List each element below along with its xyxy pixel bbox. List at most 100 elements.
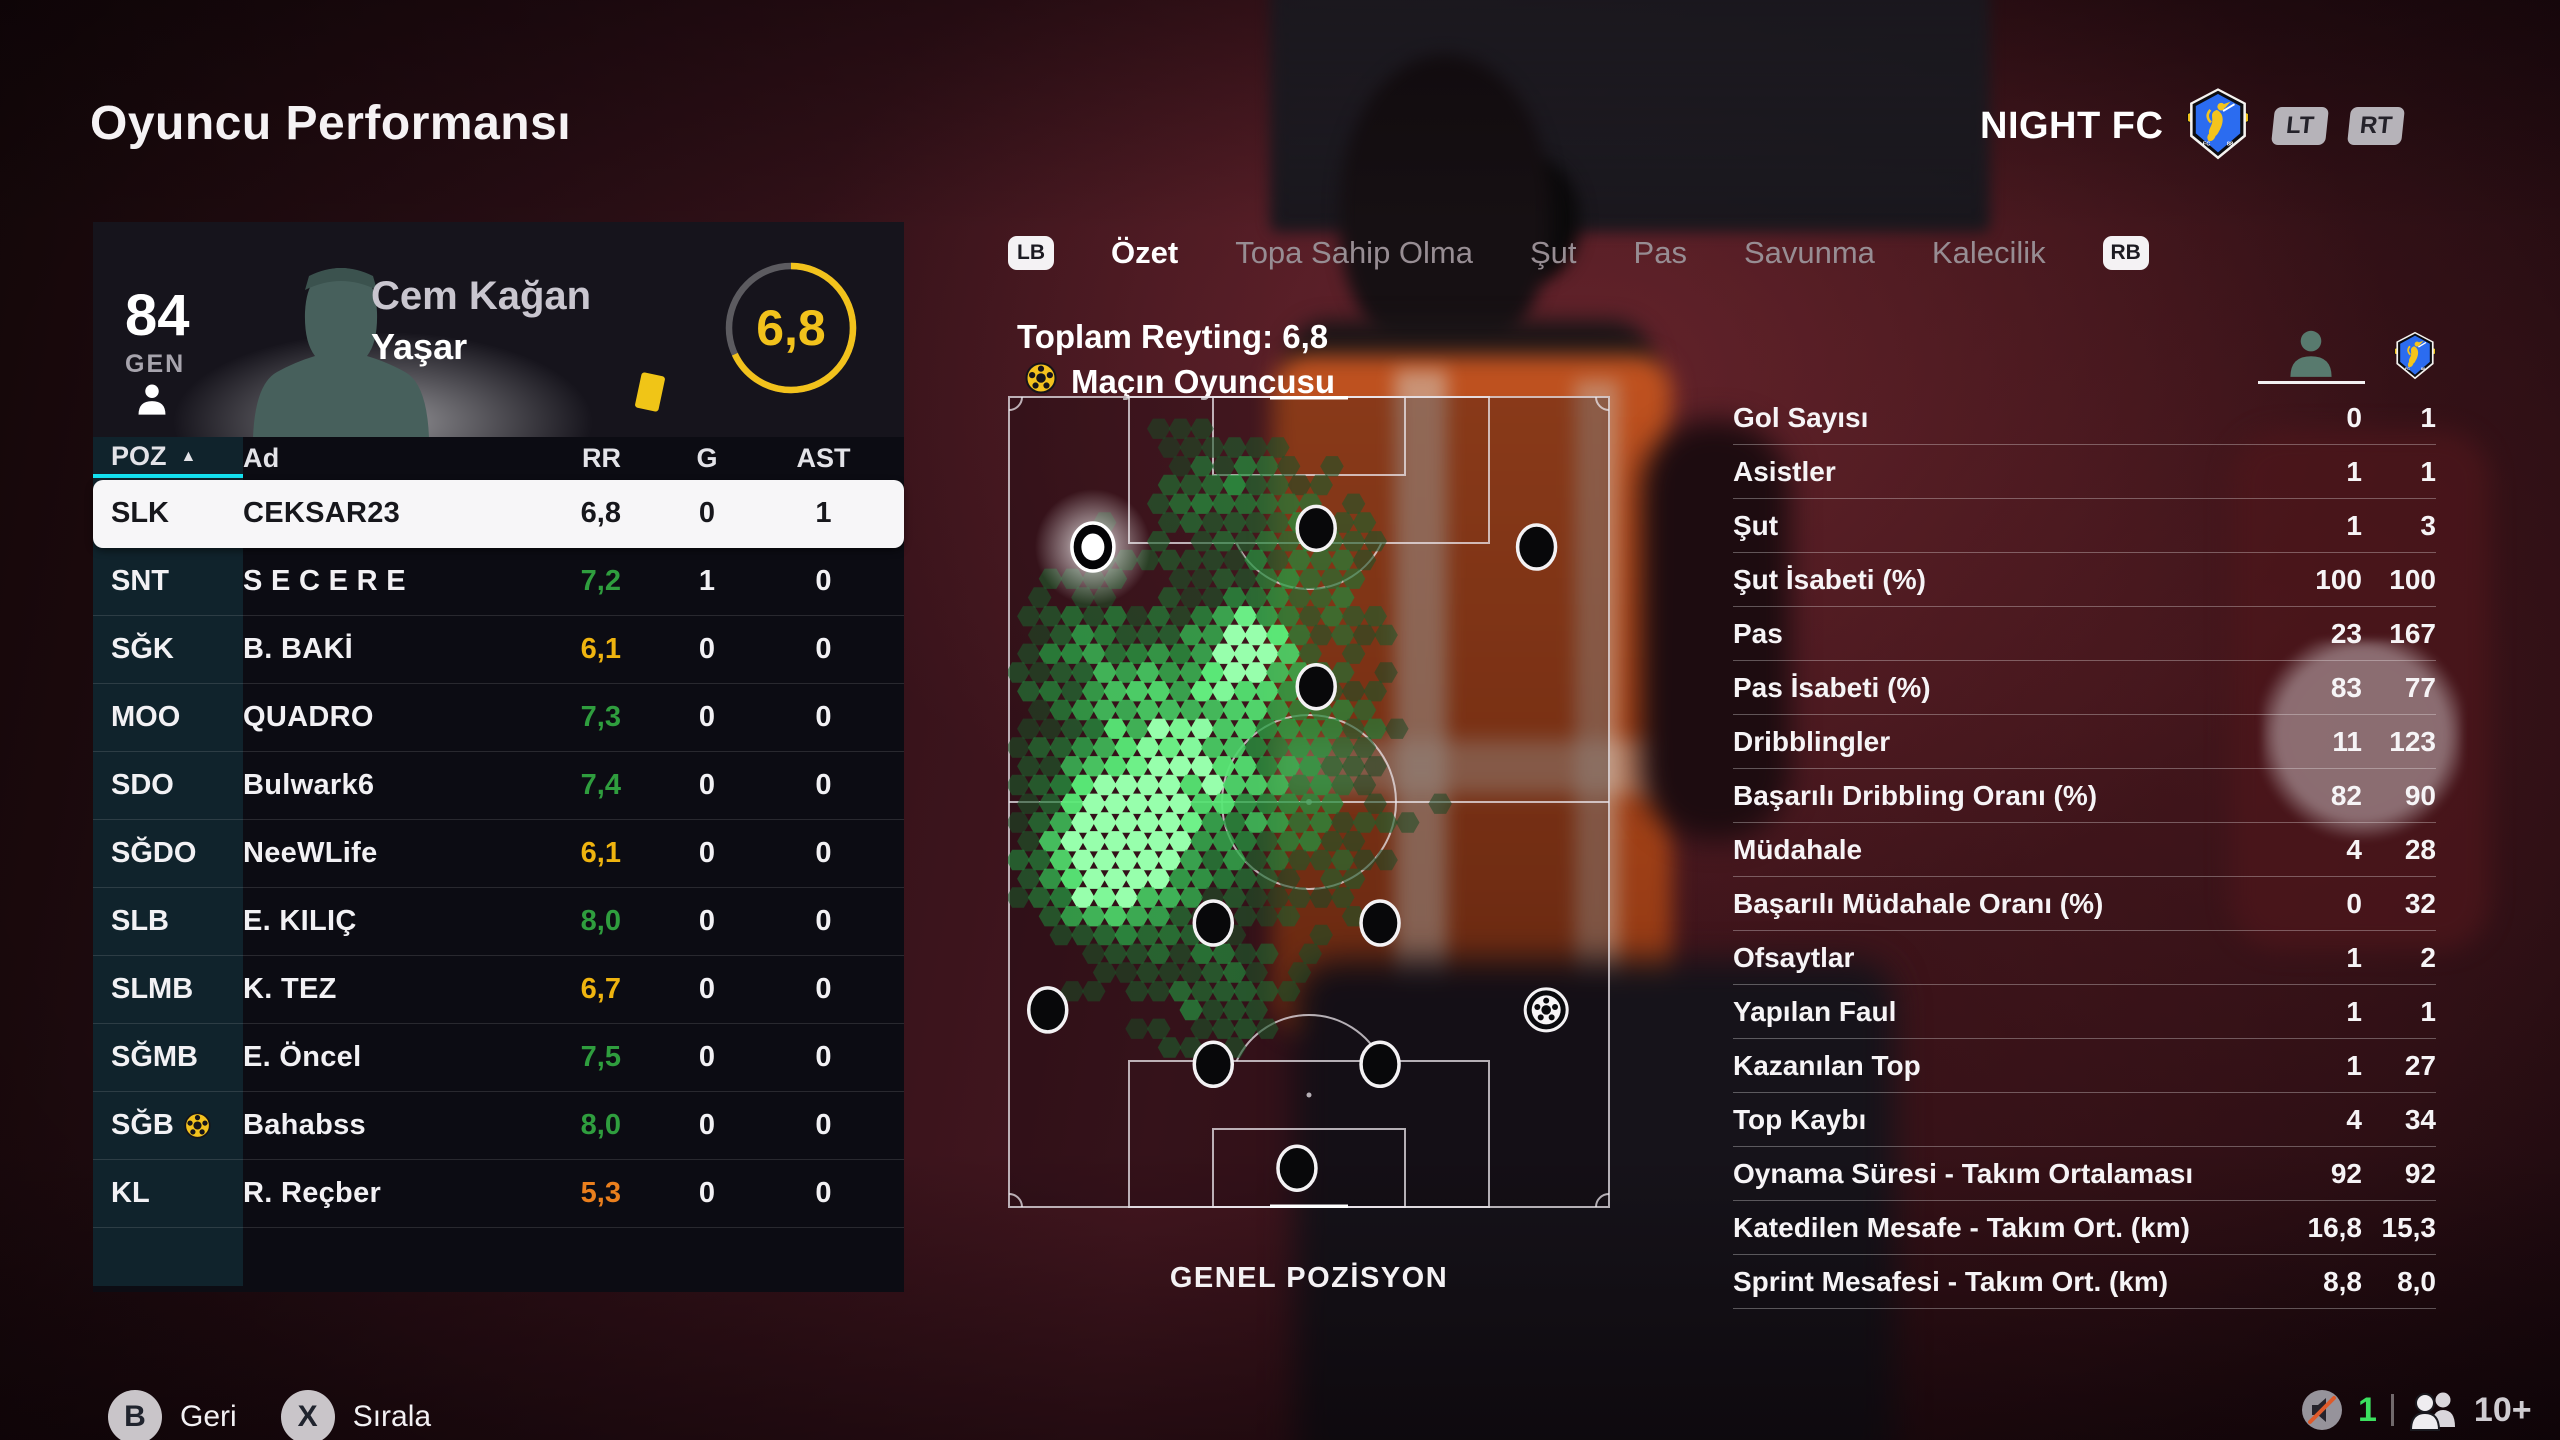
roster-row-SĞB[interactable]: SĞB Bahabss 8,0 0 0 — [93, 1092, 904, 1160]
row-position: SLMB — [111, 973, 194, 1005]
stat-team-value: 28 — [2404, 833, 2436, 865]
row-player-name: B. BAKİ — [243, 633, 354, 665]
stat-label: Pas — [1733, 617, 1783, 649]
stat-team-value: 8,0 — [2397, 1265, 2436, 1297]
tab-topa-sahip-olma[interactable]: Topa Sahip Olma — [1235, 235, 1473, 270]
row-position: MOO — [111, 701, 181, 733]
roster-row-SĞMB[interactable]: SĞMB E. Öncel 7,5 0 0 — [93, 1024, 904, 1092]
roster-row-SLK[interactable]: SLK CEKSAR23 6,8 0 1 — [93, 480, 904, 548]
player-dot — [1295, 504, 1337, 553]
roster-header-name[interactable]: Ad — [243, 443, 280, 473]
stat-player-value: 83 — [2330, 671, 2362, 703]
roster-header-pos[interactable]: POZ ▲ — [93, 439, 243, 478]
total-rating-label: Toplam Reyting: 6,8 — [1017, 318, 1329, 355]
rt-button-icon[interactable]: RT — [2347, 107, 2406, 145]
roster-header[interactable]: POZ ▲ Ad RR G AST — [93, 437, 904, 480]
row-player-name: NeeWLife — [243, 837, 378, 869]
svg-text:88: 88 — [2421, 367, 2425, 371]
tab-savunma[interactable]: Savunma — [1743, 235, 1875, 270]
sort-control[interactable]: X Sırala — [280, 1390, 431, 1440]
row-goals: 0 — [698, 1177, 716, 1209]
row-match-rating: 7,4 — [580, 769, 621, 801]
stat-player-value: 100 — [2315, 563, 2362, 595]
tab-şut[interactable]: Şut — [1530, 235, 1577, 270]
row-assists: 1 — [815, 497, 832, 529]
tab-pas[interactable]: Pas — [1633, 235, 1687, 270]
row-assists: 0 — [815, 701, 832, 733]
back-label: Geri — [180, 1400, 237, 1433]
row-player-name: E. KILIÇ — [243, 905, 357, 937]
row-goals: 0 — [698, 973, 716, 1005]
tab-kalecilik[interactable]: Kalecilik — [1931, 235, 2046, 270]
roster-header-goals[interactable]: G — [696, 443, 718, 473]
row-player-name: E. Öncel — [243, 1041, 362, 1073]
stat-team-value: 1 — [2420, 401, 2436, 433]
b-button-icon[interactable]: B — [108, 1390, 162, 1440]
player-dot — [1192, 899, 1235, 947]
stat-label: Gol Sayısı — [1733, 401, 1869, 433]
stat-row: Top Kaybı 4 34 — [1733, 1093, 2436, 1147]
yellow-card-icon — [634, 371, 666, 413]
stat-row: Başarılı Dribbling Oranı (%) 82 90 — [1733, 769, 2436, 823]
row-assists: 0 — [815, 565, 832, 597]
stat-row: Oynama Süresi - Takım Ortalaması 92 92 — [1733, 1147, 2436, 1201]
stat-player-value: 0 — [2346, 887, 2362, 919]
player-card-header: 84 GEN Cem Kağan Yaşar 6,8 — [93, 222, 904, 437]
rb-button-icon[interactable]: RB — [2102, 236, 2149, 270]
row-player-name: Bahabss — [243, 1109, 366, 1141]
row-assists: 0 — [815, 1041, 832, 1073]
row-assists: 0 — [815, 905, 832, 937]
match-rating-value: 6,8 — [756, 300, 826, 356]
stat-team-value: 90 — [2404, 779, 2436, 811]
stat-player-value: 92 — [2330, 1157, 2362, 1189]
stat-player-value: 16,8 — [2307, 1211, 2363, 1243]
tab-özet[interactable]: Özet — [1111, 235, 1179, 270]
roster-row-SLB[interactable]: SLB E. KILIÇ 8,0 0 0 — [93, 888, 904, 956]
stat-tabs: LB Özet Topa Sahip Olma Şut Pas Savunma Kalec… — [1008, 232, 2149, 274]
row-position: SNT — [111, 565, 169, 597]
footer-controls: B Geri X Sırala — [108, 1390, 431, 1440]
roster-row-KL[interactable]: KL R. Reçber 5,3 0 0 — [93, 1160, 904, 1228]
stat-label: Şut — [1733, 509, 1779, 541]
online-players-icon — [2409, 1392, 2455, 1431]
motm-ball-icon — [1025, 362, 1057, 402]
row-assists: 0 — [815, 973, 832, 1005]
selected-column-underline — [2258, 381, 2365, 384]
stat-label: Pas İsabeti (%) — [1733, 671, 1931, 703]
stat-row: Ofsaytlar 1 2 — [1733, 931, 2436, 985]
lt-button-icon[interactable]: LT — [2271, 107, 2330, 145]
roster-row-SLMB[interactable]: SLMB K. TEZ 6,7 0 0 — [93, 956, 904, 1024]
roster-row-SĞK[interactable]: SĞK B. BAKİ 6,1 0 0 — [93, 616, 904, 684]
roster-row-SDO[interactable]: SDO Bulwark6 7,4 0 0 — [93, 752, 904, 820]
row-match-rating: 7,3 — [580, 701, 621, 733]
roster-header-assists[interactable]: AST — [796, 443, 851, 473]
roster-row-MOO[interactable]: MOO QUADRO 7,3 0 0 — [93, 684, 904, 752]
team-column-icon: FC 88 — [2393, 331, 2437, 385]
stat-player-value: 4 — [2346, 833, 2362, 865]
row-position: SLB — [111, 905, 169, 937]
stat-player-value: 8,8 — [2323, 1265, 2362, 1297]
player-column-icon — [2290, 330, 2332, 377]
lb-button-icon[interactable]: LB — [1008, 236, 1054, 270]
stat-row: Başarılı Müdahale Oranı (%) 0 32 — [1733, 877, 2436, 931]
voice-muted-icon[interactable] — [2300, 1388, 2344, 1432]
stat-player-value: 1 — [2346, 941, 2362, 973]
row-player-name: R. Reçber — [243, 1177, 382, 1209]
player-dot — [1192, 1040, 1235, 1089]
svg-text:88: 88 — [2227, 141, 2233, 147]
stat-label: Şut İsabeti (%) — [1733, 563, 1926, 595]
stat-team-value: 27 — [2404, 1049, 2436, 1081]
row-goals: 0 — [698, 1041, 716, 1073]
roster-row-SNT[interactable]: SNT S E C E R E 7,2 1 0 — [93, 548, 904, 616]
roster-header-rr[interactable]: RR — [582, 443, 621, 473]
position-heatmap-pitch[interactable] — [1008, 396, 1610, 1208]
stat-team-value: 123 — [2389, 725, 2436, 757]
stat-label: Top Kaybı — [1733, 1103, 1867, 1135]
row-position: SDO — [111, 769, 174, 801]
roster-row-SĞDO[interactable]: SĞDO NeeWLife 6,1 0 0 — [93, 820, 904, 888]
player-dot — [1295, 662, 1337, 711]
row-match-rating: 6,7 — [580, 973, 621, 1005]
back-control[interactable]: B Geri — [108, 1390, 237, 1440]
x-button-icon[interactable]: X — [280, 1390, 335, 1440]
match-rating-ring: 6,8 — [721, 258, 861, 398]
